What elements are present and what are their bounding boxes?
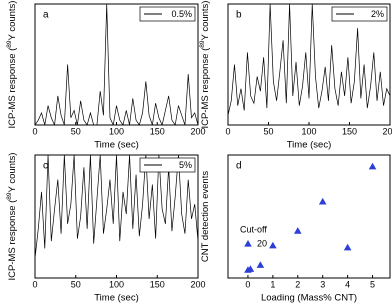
legend-marker xyxy=(244,240,252,247)
panel-letter: c xyxy=(43,161,48,172)
panel: 0 1 2 3 4 5 Loading (Mass% CNT) CNT detection e… xyxy=(200,154,391,304)
x-axis-label: Time (sec) xyxy=(287,140,332,151)
point xyxy=(269,241,277,249)
legend-box xyxy=(139,157,196,173)
x-tick-label: 1 xyxy=(270,279,275,289)
y-axis-label-part: ICP-MS response ( xyxy=(200,47,211,129)
x-tick-label: 2 xyxy=(295,279,300,289)
y-axis-label-part: ICP-MS response ( xyxy=(7,199,18,281)
y-axis-label-part: CNT detection events xyxy=(200,171,211,262)
series-line xyxy=(35,155,198,259)
point xyxy=(246,265,255,272)
legend-label: 2% xyxy=(371,9,384,19)
x-tick-label: 50 xyxy=(71,279,81,289)
x-tick-label: 150 xyxy=(342,126,357,136)
point xyxy=(343,243,352,251)
y-axis-label-part: Y counts) xyxy=(7,1,18,41)
x-tick-label: 100 xyxy=(109,126,124,136)
x-tick-label: 100 xyxy=(301,126,316,136)
x-axis-label: Time (sec) xyxy=(94,293,139,304)
point xyxy=(318,197,327,205)
x-tick-label: 0 xyxy=(32,126,37,136)
x-tick-label: 0 xyxy=(32,279,37,289)
point xyxy=(368,162,377,170)
legend-label: 5% xyxy=(179,160,192,170)
y-axis-label: ICP-MS response (89Y counts) xyxy=(6,153,18,281)
x-tick-label: 150 xyxy=(150,126,165,136)
x-tick-label: 200 xyxy=(190,279,205,289)
y-axis-label-part: 89 xyxy=(6,40,13,48)
y-axis-label: ICP-MS response (89Y counts) xyxy=(199,1,211,129)
x-tick-label: 200 xyxy=(190,126,205,136)
panel: 0 50 100 150 200 Time (sec) ICP-MS response (8… xyxy=(6,153,206,304)
y-axis-label-part: Y counts) xyxy=(200,1,211,41)
x-tick-label: 5 xyxy=(370,279,375,289)
x-tick-label: 0 xyxy=(245,279,250,289)
x-tick-label: 150 xyxy=(150,279,165,289)
panel-letter: d xyxy=(236,161,242,172)
x-tick-label: 4 xyxy=(345,279,350,289)
y-axis-label: ICP-MS response (89Y counts) xyxy=(6,1,18,129)
y-axis-label: CNT detection events xyxy=(200,171,211,262)
legend-label: 0.5% xyxy=(171,9,192,19)
point xyxy=(256,261,265,268)
y-axis-label-part: ICP-MS response ( xyxy=(7,47,18,129)
x-tick-label: 3 xyxy=(320,279,325,289)
point xyxy=(293,227,302,234)
panel-letter: b xyxy=(236,10,242,21)
x-axis-label: Time (sec) xyxy=(94,140,139,151)
legend-box xyxy=(331,6,388,22)
x-tick-label: 0 xyxy=(225,126,230,136)
x-tick-label: 50 xyxy=(71,126,81,136)
legend-title: Cut-off xyxy=(240,224,267,234)
legend-label: 20 xyxy=(257,238,267,248)
y-axis-label-part: Y counts) xyxy=(7,153,18,193)
plot-frame xyxy=(227,154,391,279)
plot-frame xyxy=(227,3,391,126)
panel: 0 50 100 150 200 Time (sec) ICP-MS response (8… xyxy=(199,1,392,151)
legend-box xyxy=(139,6,196,22)
series-line xyxy=(35,4,198,125)
x-axis-label: Loading (Mass% CNT) xyxy=(261,293,357,304)
series-line xyxy=(228,4,390,116)
x-tick-label: 100 xyxy=(109,279,124,289)
y-axis-label-part: 89 xyxy=(199,40,206,48)
x-tick-label: 200 xyxy=(382,126,392,136)
panel-letter: a xyxy=(43,10,49,21)
y-axis-label-part: 89 xyxy=(6,192,13,200)
x-tick-label: 50 xyxy=(263,126,273,136)
